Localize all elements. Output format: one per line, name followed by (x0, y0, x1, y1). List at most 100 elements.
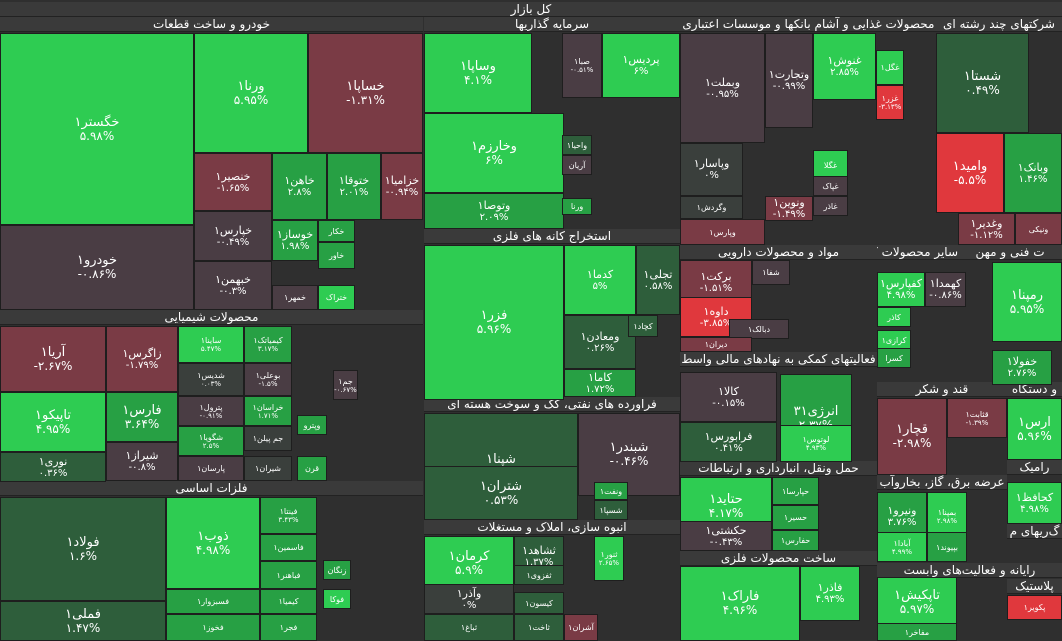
stock-tile[interactable]: دبالک۱ (729, 319, 789, 339)
stock-tile[interactable]: صبا۱ -۰.۵۱% (562, 33, 602, 98)
stock-tile[interactable]: فسبزوار۱ (166, 589, 260, 614)
stock-tile[interactable]: غاذر (813, 196, 848, 216)
stock-tile[interactable]: خنصیر۱ -۱.۶۵% (194, 153, 272, 211)
stock-tile[interactable]: پردیس۱ ۶% (602, 33, 680, 98)
stock-tile[interactable]: شفا۱ (752, 260, 790, 285)
stock-tile[interactable]: قثابت۱ -۱.۳۹% (947, 398, 1007, 438)
stock-tile[interactable]: فاراک۱ ۴.۹۶% (680, 566, 800, 641)
stock-tile[interactable]: فینتا۱ ۳.۴۳% (260, 497, 317, 534)
stock-tile[interactable]: زنگان (323, 560, 351, 580)
sector-header[interactable]: شرکتهای چند رشته ای (936, 17, 1062, 32)
stock-tile[interactable]: ونوین۱ -۱.۴۹% (765, 196, 813, 221)
stock-tile[interactable]: تاپکیش۱ ۵.۹۷% (877, 577, 957, 627)
stock-tile[interactable]: تاپیکو۱ ۴.۹۵% (0, 392, 106, 452)
stock-tile[interactable]: کحافظ۱ ۴.۹۸% (1007, 482, 1062, 524)
stock-tile[interactable]: آریا۱ -۲.۶۷% (0, 326, 106, 392)
stock-tile[interactable]: خراسان۱ ۱.۷۱% (244, 396, 292, 426)
sector-header[interactable]: خودرو و ساخت قطعات (0, 17, 423, 32)
stock-tile[interactable]: ونیکی (1015, 213, 1062, 245)
sector-header[interactable]: فراورده های نفتی، کک و سوخت هسته ای (424, 397, 680, 412)
stock-tile[interactable]: کاذر (877, 307, 911, 327)
stock-tile[interactable]: خپارس۱ -۰.۴۹% (194, 211, 272, 261)
stock-tile[interactable]: حسیر۱ (772, 505, 819, 530)
stock-tile[interactable]: خساپا۱ -۱.۳۱% (308, 33, 423, 153)
stock-tile[interactable]: غنوش۱ ۲.۸۵% (813, 33, 876, 100)
sector-header[interactable]: پلاستیک (1007, 579, 1062, 594)
stock-tile[interactable]: دیران۱ (680, 337, 752, 352)
stock-tile[interactable]: فوکا (323, 589, 351, 609)
stock-tile[interactable]: وبانک۱ ۱.۴۶% (1004, 133, 1062, 213)
stock-tile[interactable]: ثاخت۱ (514, 614, 564, 641)
stock-tile[interactable]: حکشتی۱ -۰.۴۳% (680, 521, 772, 551)
sector-header[interactable]: محصولات شیمیایی (0, 310, 423, 325)
stock-tile[interactable]: ورنا (562, 198, 592, 215)
stock-tile[interactable]: واحیا۱ (562, 135, 592, 155)
stock-tile[interactable]: زاگرس۱ -۱.۷۹% (106, 326, 178, 392)
stock-tile[interactable]: تجلی۱ ۰.۵۸% (636, 245, 680, 315)
stock-tile[interactable]: آریان (562, 155, 592, 175)
stock-tile[interactable]: قچار۱ -۲.۹۸% (877, 398, 947, 475)
stock-tile[interactable]: غپاک (813, 176, 848, 196)
stock-tile[interactable]: خکار (318, 220, 355, 242)
stock-tile[interactable]: فرابورس۱ ۰.۴۱% (680, 422, 777, 462)
stock-tile[interactable]: کفپارس۱ ۴.۹۸% (877, 272, 925, 307)
stock-tile[interactable]: کسرا (877, 348, 911, 368)
sector-header[interactable]: سرمایه گذاریها (424, 17, 680, 32)
stock-tile[interactable]: کاما۱ ۱.۷۲% (564, 369, 636, 397)
stock-tile[interactable]: کرمان۱ ۵.۹% (424, 536, 514, 591)
stock-tile[interactable]: ختوقا۱ ۲.۰۱% (327, 153, 381, 220)
stock-tile[interactable]: کهمدا۱ -۰.۸۶% (925, 272, 966, 307)
stock-tile[interactable]: شگویا۱ ۲.۵% (178, 426, 244, 456)
stock-tile[interactable]: جم۱ -۰.۶۷% (333, 370, 358, 400)
stock-tile[interactable]: پارسان۱ (178, 456, 244, 481)
stock-tile[interactable]: فخوز۱ (166, 614, 260, 641)
stock-tile[interactable]: ورنا۱ ۵.۹۵% (194, 33, 308, 153)
stock-tile[interactable]: شتران۱ ۰.۵۳% (424, 466, 578, 520)
sector-header[interactable]: ساخت محصولات فلزی (680, 551, 877, 566)
sector-header[interactable]: مواد و محصولات دارویی (680, 245, 877, 260)
stock-tile[interactable]: بوعلی۱ -۱.۵% (244, 363, 292, 396)
sector-header[interactable]: فلزات اساسی (0, 481, 423, 496)
stock-tile[interactable]: غزر۱ -۳.۱۳% (876, 85, 904, 120)
sector-header[interactable]: عرضه برق، گاز، بخاروآب (877, 475, 1007, 490)
stock-tile[interactable]: فاسمین۱ (260, 534, 317, 561)
stock-tile[interactable]: آشران۱ (564, 614, 598, 641)
stock-tile[interactable]: خگستر۱ ۵.۹۸% (0, 33, 194, 225)
stock-tile[interactable]: کچاد۱ (628, 315, 658, 337)
stock-tile[interactable]: وپارس۱ (680, 219, 765, 245)
stock-tile[interactable]: خاور (318, 242, 355, 269)
sector-header[interactable]: حمل ونقل، انبارداری و ارتباطات (680, 461, 877, 476)
stock-tile[interactable]: فملی۱ ۱.۴۷% (0, 601, 166, 641)
sector-header[interactable]: رایانه و فعالیت‌های وابست (877, 563, 1062, 578)
stock-tile[interactable]: غگل۱ (876, 50, 904, 85)
stock-tile[interactable]: شیران۱ (244, 456, 292, 481)
stock-tile[interactable]: شدیس۱ ۰.۰۳% (178, 363, 244, 396)
stock-tile[interactable]: شسپا۱ (594, 500, 628, 520)
stock-tile[interactable]: کیسون۱ (514, 592, 564, 614)
stock-tile[interactable]: مفاخر۱ (877, 623, 957, 641)
stock-tile[interactable]: وغدیر۱ -۱.۱۲% (958, 213, 1015, 245)
stock-tile[interactable]: کالا۱ -۰.۱۵% (680, 372, 777, 422)
sector-header[interactable]: محصولات غذایی و آشام (813, 17, 936, 32)
sector-header[interactable]: گ‌ریهای م (1007, 524, 1062, 539)
stock-tile[interactable]: ذوب۱ ۴.۹۸% (166, 497, 260, 589)
stock-tile[interactable]: کرازی۱ (877, 330, 911, 350)
stock-tile[interactable]: وامید۱ -۵.۵% (936, 133, 1004, 213)
stock-tile[interactable]: حپارسا۱ (772, 477, 819, 505)
stock-tile[interactable]: شیراز۱ -۰.۸% (106, 442, 178, 481)
sector-header[interactable]: و دستگاه (1007, 382, 1062, 397)
stock-tile[interactable]: وگردش۱ (680, 196, 743, 219)
sector-header[interactable]: فعالیتهای کمکی به نهادهای مالی واسط (680, 352, 877, 367)
stock-tile[interactable]: پکویر۱ (1007, 595, 1062, 620)
stock-tile[interactable]: خاهن۱ ۲.۸% (272, 153, 327, 220)
stock-tile[interactable]: ساینا۱ ۵.۴۷% (178, 326, 244, 363)
stock-tile[interactable]: خفولا۱ ۲.۷۶% (992, 350, 1052, 385)
stock-tile[interactable]: آبادا۱ ۴.۹۹% (877, 532, 927, 562)
stock-tile[interactable]: فجر۱ (260, 614, 317, 641)
stock-tile[interactable]: وتجارت۱ -۰.۹۹% (765, 33, 813, 128)
stock-tile[interactable]: لوتوس۱ ۴.۹۳% (780, 425, 852, 462)
stock-tile[interactable]: فارس۱ ۳.۶۴% (106, 392, 178, 442)
stock-tile[interactable]: فاذر۱ ۴.۹۳% (800, 566, 860, 621)
stock-tile[interactable]: کیمیا۱ (260, 589, 317, 614)
stock-tile[interactable]: رمپنا۱ ۵.۹۵% (992, 262, 1062, 342)
